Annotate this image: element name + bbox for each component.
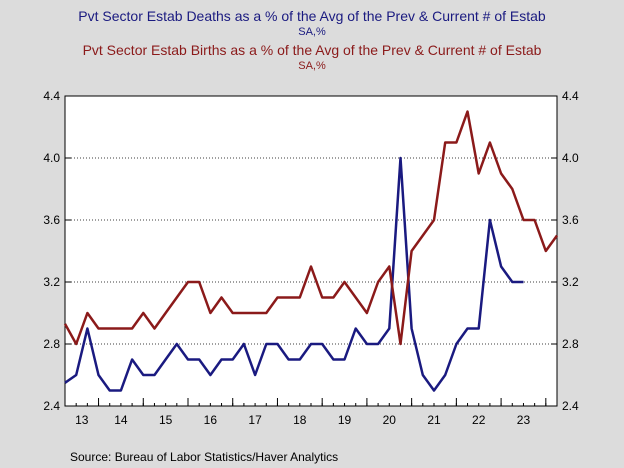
- y-tick-label-left: 2.4: [43, 399, 60, 413]
- x-tick-label: 14: [114, 413, 128, 427]
- plot-area: [64, 95, 558, 407]
- title-births: Pvt Sector Estab Births as a % of the Av…: [82, 42, 542, 58]
- x-tick-label: 20: [383, 413, 397, 427]
- title-deaths-units: SA,%: [298, 26, 326, 38]
- births-line: [63, 110, 559, 346]
- y-tick-label-right: 2.8: [562, 337, 579, 351]
- y-tick-label-left: 3.6: [43, 213, 60, 227]
- source-note: Source: Bureau of Labor Statistics/Haver…: [70, 450, 339, 464]
- y-tick-label-left: 3.2: [43, 275, 60, 289]
- y-tick-label-left: 4.4: [43, 89, 60, 103]
- y-tick-label-right: 2.4: [562, 399, 579, 413]
- title-deaths: Pvt Sector Estab Deaths as a % of the Av…: [78, 8, 546, 24]
- y-tick-label-right: 4.4: [562, 89, 579, 103]
- x-tick-label: 23: [517, 413, 531, 427]
- x-tick-label: 17: [248, 413, 262, 427]
- x-tick-label: 21: [427, 413, 441, 427]
- x-tick-label: 19: [338, 413, 352, 427]
- deaths-line: [64, 156, 524, 392]
- y-tick-label-left: 2.8: [43, 337, 60, 351]
- y-tick-label-right: 3.2: [562, 275, 579, 289]
- x-tick-label: 16: [204, 413, 218, 427]
- x-tick-label: 18: [293, 413, 307, 427]
- y-tick-label-right: 4.0: [562, 151, 579, 165]
- x-tick-label: 22: [472, 413, 486, 427]
- y-tick-label-left: 4.0: [43, 151, 60, 165]
- x-tick-label: 15: [159, 413, 173, 427]
- title-births-units: SA,%: [298, 60, 326, 72]
- x-tick-label: 13: [75, 413, 89, 427]
- y-tick-label-right: 3.6: [562, 213, 579, 227]
